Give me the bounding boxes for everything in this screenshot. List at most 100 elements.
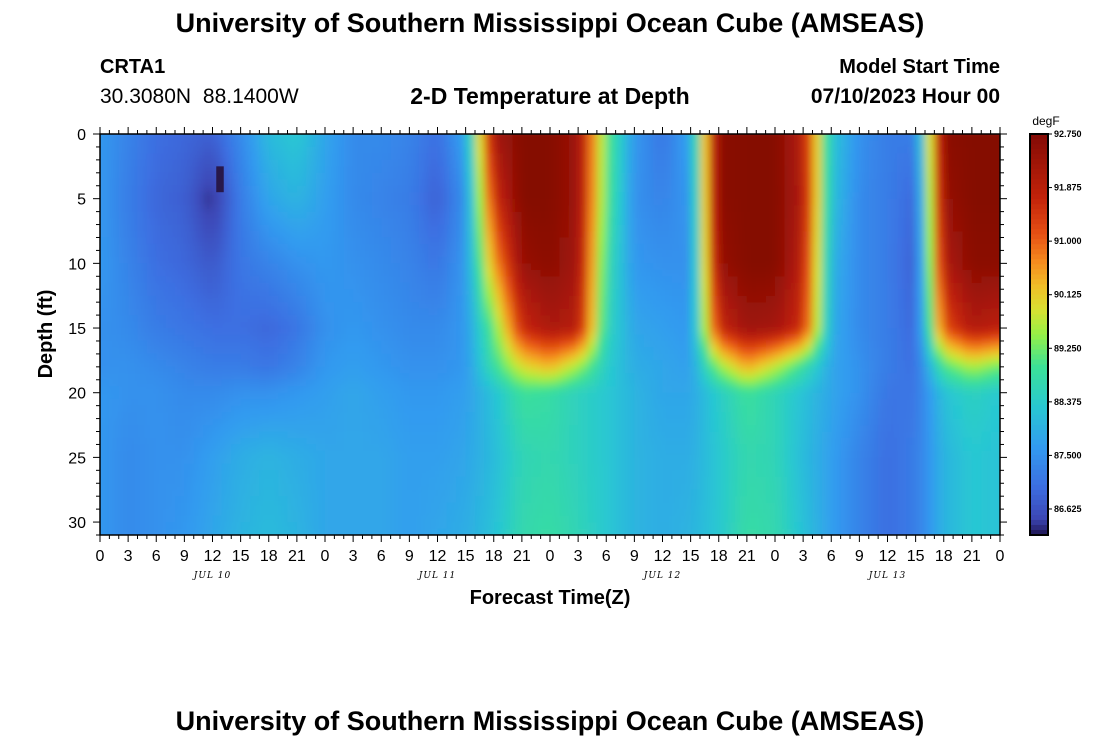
heatmap-cell [400,535,410,542]
heatmap-cell [184,412,195,420]
heatmap-cell [746,412,758,420]
heatmap-cell [578,450,589,459]
heatmap-cell [737,483,748,491]
heatmap-cell [428,431,439,439]
heatmap-cell [690,192,701,200]
heatmap-cell [803,282,814,291]
heatmap-cell [568,450,579,459]
heatmap-cell [737,231,748,239]
heatmap-cell [512,276,523,284]
heatmap-cell [109,476,120,485]
heatmap-cell [390,483,401,491]
heatmap-cell [531,470,542,478]
heatmap-cell [400,483,411,491]
heatmap-cell [400,224,411,232]
heatmap-cell [203,146,214,155]
heatmap-cell [446,483,458,491]
heatmap-cell [165,172,176,181]
heatmap-cell [175,192,186,200]
heatmap-cell [784,211,795,219]
heatmap-cell [325,418,336,426]
heatmap-cell [428,321,439,329]
heatmap-cell [465,243,476,252]
heatmap-cell [521,192,533,200]
heatmap-cell [381,353,392,362]
heatmap-cell [212,159,223,168]
heatmap-cell [109,425,120,433]
heatmap-cell [212,231,223,239]
heatmap-cell [193,276,204,284]
heatmap-cell [606,263,617,271]
heatmap-cell [250,366,261,375]
heatmap-cell [437,347,448,355]
heatmap-cell [109,276,120,284]
heatmap-cell [718,302,729,310]
heatmap-cell [278,418,289,426]
heatmap-cell [643,463,654,472]
heatmap-cell [437,522,448,530]
heatmap-cell [765,489,776,497]
heatmap-cell [587,146,598,155]
heatmap-cell [250,353,261,362]
heatmap-cell [615,405,626,413]
heatmap-cell [671,457,683,465]
heatmap-cell [203,476,214,485]
heatmap-cell [278,172,289,181]
heatmap-cell [475,159,486,168]
heatmap-cell [428,172,439,181]
heatmap-cell [653,289,664,297]
heatmap-cell [531,328,542,336]
heatmap-cell [625,153,636,161]
heatmap-cell [193,392,204,400]
heatmap-cell [690,412,701,420]
heatmap-cell [146,282,158,291]
heatmap-cell [296,302,308,310]
heatmap-cell [446,269,458,278]
heatmap-cell [109,256,120,265]
heatmap-cell [456,522,467,530]
heatmap-cell [803,134,814,142]
heatmap-cell [212,379,223,388]
heatmap-cell [709,489,720,497]
heatmap-cell [156,269,167,278]
heatmap-cell [128,315,139,323]
heatmap-cell [325,463,336,472]
heatmap-cell [409,172,420,181]
heatmap-cell [165,159,176,168]
heatmap-cell [343,172,354,181]
heatmap-cell [587,386,598,394]
heatmap-cell [250,243,261,252]
heatmap-cell [456,172,467,181]
heatmap-cell [521,153,533,161]
heatmap-cell [756,489,767,497]
heatmap-cell [381,360,392,368]
heatmap-cell [221,353,233,362]
heatmap-cell [418,159,429,168]
heatmap-cell [156,302,167,310]
heatmap-cell [268,192,279,200]
heatmap-cell [128,347,139,355]
heatmap-cell [812,437,823,446]
heatmap-cell [812,515,823,523]
heatmap-cell [128,302,139,310]
heatmap-cell [165,289,176,297]
heatmap-cell [250,412,261,420]
heatmap-cell [493,373,504,381]
heatmap-cell [390,243,401,252]
heatmap-cell [803,231,814,239]
heatmap-cell [465,340,476,349]
heatmap-cell [418,276,429,284]
heatmap-cell [231,146,242,155]
heatmap-cell [681,172,692,181]
heatmap-cell [718,489,729,497]
heatmap-cell [343,134,354,142]
heatmap-cell [109,379,120,388]
heatmap-cell [100,256,111,265]
heatmap-cell [615,444,626,452]
heatmap-cell [100,386,111,394]
heatmap-cell [596,250,608,258]
heatmap-cell [287,450,298,459]
heatmap-cell [634,334,645,342]
heatmap-cell [681,334,692,342]
heatmap-cell [268,463,279,472]
